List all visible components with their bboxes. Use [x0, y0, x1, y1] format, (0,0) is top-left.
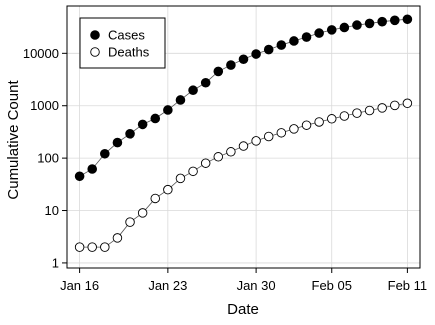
deaths-point — [137, 208, 148, 218]
x-tick-label: Jan 23 — [148, 278, 187, 293]
cases-point — [100, 148, 110, 159]
legend-label-cases: Cases — [108, 28, 145, 43]
cases-point — [314, 28, 324, 38]
x-axis-title: Date — [227, 301, 259, 318]
cases-point — [163, 105, 173, 115]
cases-point — [364, 18, 375, 29]
cases-point — [188, 85, 198, 96]
cases-point — [137, 119, 148, 130]
y-tick-label: 100 — [37, 151, 59, 166]
x-tick-label: Feb 05 — [312, 278, 352, 293]
deaths-point — [402, 98, 413, 109]
cases-point — [289, 36, 299, 46]
deaths-point — [390, 100, 400, 111]
deaths-point — [364, 105, 375, 116]
cases-point — [326, 25, 337, 35]
deaths-point — [327, 114, 337, 124]
deaths-point — [289, 124, 299, 134]
deaths-point — [226, 147, 236, 157]
deaths-point — [74, 242, 85, 252]
cases-point — [276, 40, 287, 50]
deaths-point — [314, 117, 324, 127]
cases-point — [112, 137, 123, 148]
deaths-point — [263, 131, 274, 142]
y-axis-title: Cumulative Count — [5, 80, 22, 200]
legend-marker-deaths — [90, 47, 100, 57]
cases-point — [402, 14, 413, 25]
deaths-point — [112, 233, 123, 243]
x-tick-label: Jan 16 — [60, 278, 99, 293]
cases-point — [263, 44, 274, 55]
y-tick-label: 1 — [52, 255, 59, 270]
deaths-point — [339, 111, 350, 121]
cases-point — [301, 32, 312, 42]
deaths-point — [276, 128, 287, 138]
cases-point — [87, 164, 98, 174]
cases-point — [238, 54, 249, 65]
x-tick-label: Jan 30 — [237, 278, 276, 293]
cases-point — [226, 60, 236, 70]
deaths-point — [87, 242, 97, 252]
legend-box — [79, 17, 166, 69]
series-layer — [74, 14, 413, 252]
cases-point — [213, 66, 224, 77]
cases-point — [352, 20, 362, 30]
cases-point — [389, 15, 400, 26]
deaths-point — [377, 103, 387, 113]
deaths-point — [238, 141, 249, 151]
y-tick-label: 10 — [45, 203, 59, 218]
legend-marker-cases — [90, 30, 100, 40]
deaths-point — [188, 166, 198, 177]
cases-point — [251, 49, 261, 59]
plot-frame — [66, 5, 421, 269]
deaths-point — [200, 158, 211, 168]
deaths-point — [125, 217, 135, 227]
x-tick-label: Feb 11 — [388, 278, 428, 293]
cases-point — [377, 16, 387, 27]
cases-point — [74, 171, 85, 182]
y-tick-label: 1000 — [30, 98, 59, 113]
y-tick-label: 10000 — [23, 46, 59, 61]
deaths-point — [301, 120, 312, 130]
deaths-point — [213, 152, 224, 162]
deaths-point — [251, 136, 261, 146]
deaths-point — [352, 108, 362, 118]
cases-point — [200, 77, 211, 88]
legend-label-deaths: Deaths — [108, 45, 150, 60]
deaths-point — [175, 173, 186, 184]
cases-point — [175, 95, 186, 105]
deaths-point — [100, 242, 110, 252]
deaths-point — [150, 193, 160, 204]
cases-point — [339, 22, 350, 33]
legend: Cases Deaths — [79, 17, 166, 69]
axis-layer: Jan 16 Jan 23 Jan 30 Feb 05 Feb 11 1 10 100 1000… — [23, 46, 427, 293]
cases-point — [150, 113, 161, 124]
cases-point — [125, 129, 135, 139]
deaths-point — [163, 184, 173, 195]
